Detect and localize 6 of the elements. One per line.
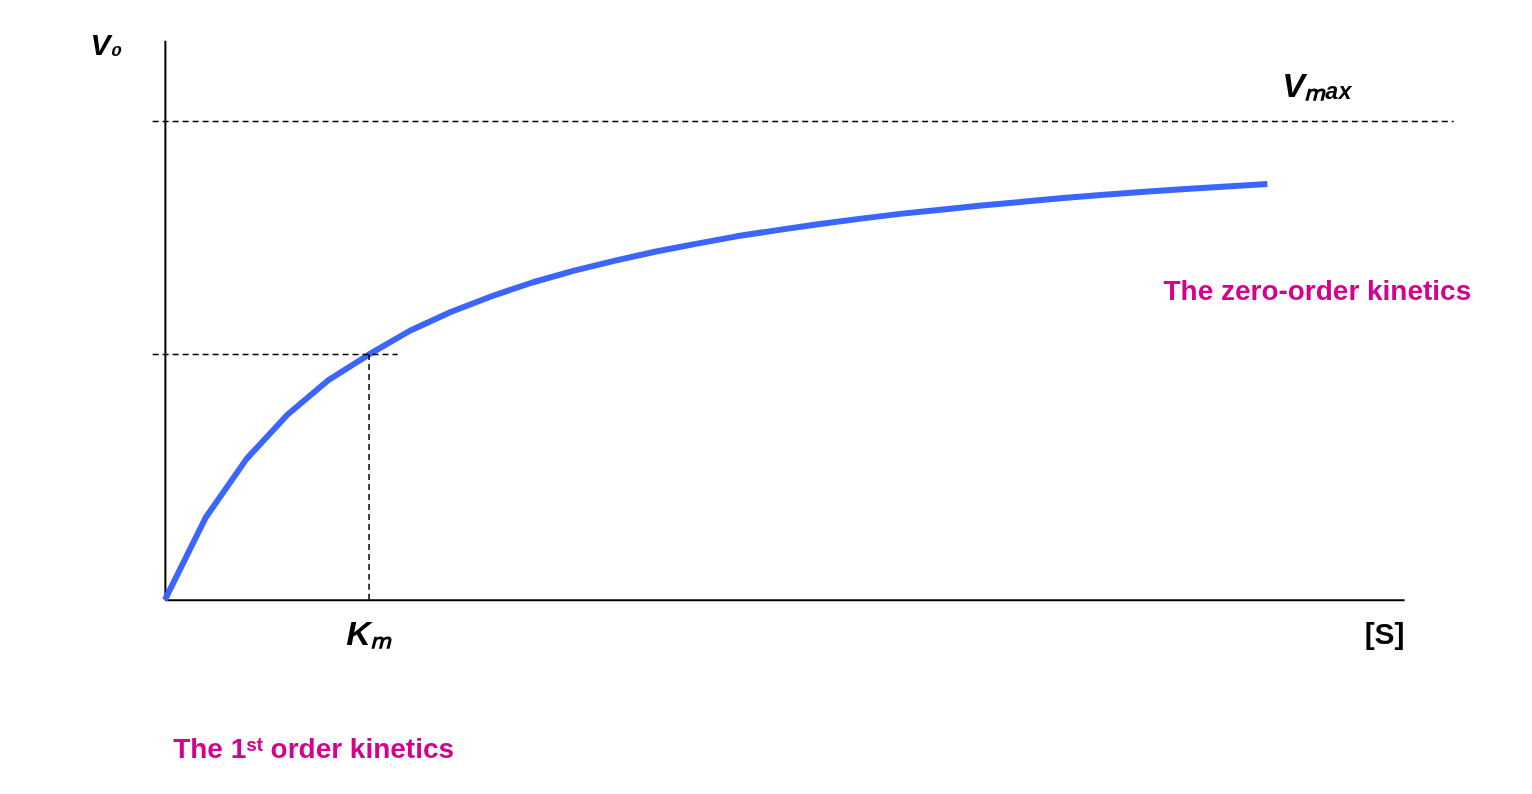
x-axis-title: [S] [1364, 617, 1405, 651]
annotation: The zero-order kinetics [1163, 275, 1472, 307]
y-axis-title: V₀ [90, 27, 123, 61]
text: The 1ˢᵗ order kinetics [173, 732, 455, 764]
ref-line-label: Vₘₐₓ [1282, 65, 1353, 104]
annotation: Kₘ [346, 613, 392, 652]
